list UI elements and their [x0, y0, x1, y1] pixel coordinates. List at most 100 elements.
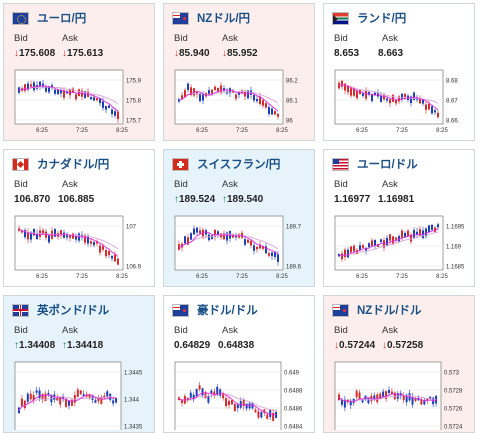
candle-body	[21, 230, 23, 233]
candle-body	[413, 92, 415, 101]
mini-candlestick-chart[interactable]: 8.68 8.67 8.66 6:25 7:25 8:25	[334, 66, 469, 138]
candle-body	[30, 232, 32, 240]
currency-pair-link[interactable]: 豪ドル/ドル	[197, 305, 258, 317]
candle-body	[202, 94, 204, 101]
candle-body	[214, 86, 216, 90]
x-tick-label: 8:25	[276, 274, 288, 280]
x-tick-label: 7:25	[236, 128, 248, 134]
bid-value: 85.940	[179, 48, 210, 59]
rate-card[interactable]: スイスフラン/円 Bid Ask ↑189.524 ↑189.540 189.7 189.6…	[163, 149, 315, 287]
candle-body	[431, 106, 433, 114]
candle-body	[398, 236, 400, 242]
ask-label: Ask	[222, 325, 238, 336]
candle-body	[230, 399, 233, 405]
rate-card[interactable]: ユーロ/ドル Bid Ask 1.16977 1.16981 1.1695 1.169 1.1…	[323, 149, 475, 287]
mini-candlestick-chart[interactable]: 1.3445 1.344 1.3435	[14, 358, 149, 430]
currency-pair-link[interactable]: NZドル/円	[197, 13, 251, 25]
card-header: NZドル/ドル	[332, 302, 422, 318]
bid-label: Bid	[14, 33, 28, 44]
mini-candlestick-chart[interactable]: 1.1695 1.169 1.1685 6:25 7:25 8:25	[334, 212, 469, 284]
candle-body	[36, 233, 38, 240]
up-arrow-icon: ↑	[174, 194, 179, 205]
candle-body	[196, 227, 198, 233]
candle-body	[362, 245, 364, 248]
candle-body	[108, 105, 110, 109]
candle-body	[233, 404, 236, 412]
mini-candlestick-chart[interactable]: 175.9 175.8 175.7 6:25 7:25 8:25	[14, 66, 149, 138]
candle-body	[338, 253, 340, 257]
ask-label: Ask	[382, 33, 398, 44]
ask-price: 106.885	[58, 194, 94, 205]
candle-body	[371, 94, 373, 102]
mini-candlestick-chart[interactable]: 189.7 189.6 6:25 7:25 8:25	[174, 212, 309, 284]
short-moving-average-line	[178, 231, 279, 255]
candle-body	[33, 82, 35, 91]
currency-pair-link[interactable]: スイスフラン/円	[197, 159, 281, 171]
y-tick-label: 175.9	[126, 79, 142, 85]
mini-candlestick-chart[interactable]: 107 106.9 6:25 7:25 8:25	[14, 212, 149, 284]
candle-body	[115, 398, 118, 403]
rate-card[interactable]: 英ポンド/ドル Bid Ask ↑1.34408 ↑1.34418 1.3445 1.344…	[3, 295, 155, 433]
candle-body	[269, 409, 272, 417]
rate-card[interactable]: NZドル/円 Bid Ask ↓85.940 ↓85.952 86.2 86.1 86 6:25…	[163, 3, 315, 141]
candle-body	[414, 398, 417, 401]
candle-body	[99, 98, 101, 104]
candle-body	[229, 230, 231, 239]
candle-body	[204, 392, 207, 399]
y-tick-label: 107	[126, 225, 137, 231]
x-tick-label: 6:25	[196, 274, 208, 280]
gb-flag-icon	[12, 303, 29, 317]
candle-body	[190, 87, 192, 96]
candle-body	[338, 394, 340, 401]
mini-candlestick-chart[interactable]: 0.649 0.6488 0.6486 0.6484	[174, 358, 309, 430]
candle-body	[250, 240, 252, 246]
mini-candlestick-chart[interactable]: 86.2 86.1 86 6:25 7:25 8:25	[174, 66, 309, 138]
chart-frame	[334, 215, 444, 271]
bid-label: Bid	[334, 33, 348, 44]
chart-frame	[174, 215, 284, 271]
candle-body	[18, 87, 20, 93]
bid-price: ↓85.940	[174, 48, 210, 59]
currency-pair-link[interactable]: ランド/円	[357, 13, 407, 25]
candle-body	[268, 253, 270, 256]
x-tick-label: 7:25	[76, 274, 88, 280]
currency-pair-link[interactable]: ユーロ/円	[37, 13, 87, 25]
long-moving-average-line	[338, 231, 439, 257]
currency-pair-link[interactable]: NZドル/ドル	[357, 305, 422, 317]
candle-body	[395, 99, 397, 104]
chart-frame	[14, 215, 124, 271]
candle-body	[198, 385, 201, 390]
currency-pair-link[interactable]: ユーロ/ドル	[357, 159, 418, 171]
candle-body	[341, 253, 343, 260]
mini-candlestick-chart[interactable]: 0.573 0.5728 0.5726 0.5724	[334, 358, 469, 430]
rate-card[interactable]: カナダドル/円 Bid Ask 106.870 106.885 107 106.9 6:25 7…	[3, 149, 155, 287]
rate-card[interactable]: ユーロ/円 Bid Ask ↓175.608 ↓175.613 175.9 175.8 175…	[3, 3, 155, 141]
candle-body	[76, 389, 79, 397]
currency-pair-link[interactable]: カナダドル/円	[37, 159, 110, 171]
candle-body	[374, 92, 376, 96]
rate-card-grid: ユーロ/円 Bid Ask ↓175.608 ↓175.613 175.9 175.8 175…	[3, 3, 475, 433]
rate-card[interactable]: ランド/円 Bid Ask 8.653 8.663 8.68 8.67 8.66 6:25 7:2…	[323, 3, 475, 141]
candle-body	[208, 90, 210, 95]
candle-body	[84, 235, 86, 243]
candle-body	[181, 243, 183, 248]
candle-body	[42, 230, 44, 235]
candle-body	[383, 95, 385, 100]
y-tick-label: 86.2	[286, 79, 298, 85]
candle-body	[38, 390, 41, 399]
candle-body	[111, 109, 113, 115]
bid-price: 8.653	[334, 48, 359, 59]
currency-pair-link[interactable]: 英ポンド/ドル	[37, 305, 110, 317]
candle-body	[184, 236, 186, 244]
candle-body	[45, 86, 47, 92]
candle-body	[393, 392, 396, 400]
candle-body	[368, 92, 370, 95]
ask-price: ↓85.952	[222, 48, 258, 59]
down-arrow-icon: ↓	[62, 48, 67, 59]
ask-price: 1.16981	[378, 194, 414, 205]
candle-body	[416, 231, 418, 235]
rate-card[interactable]: NZドル/ドル Bid Ask ↓0.57244 ↓0.57258 0.573 0.5728…	[323, 295, 475, 433]
rate-card[interactable]: 豪ドル/ドル Bid Ask 0.64829 0.64838 0.649 0.6488 0.6…	[163, 295, 315, 433]
candle-body	[398, 96, 400, 102]
candle-body	[66, 235, 68, 238]
